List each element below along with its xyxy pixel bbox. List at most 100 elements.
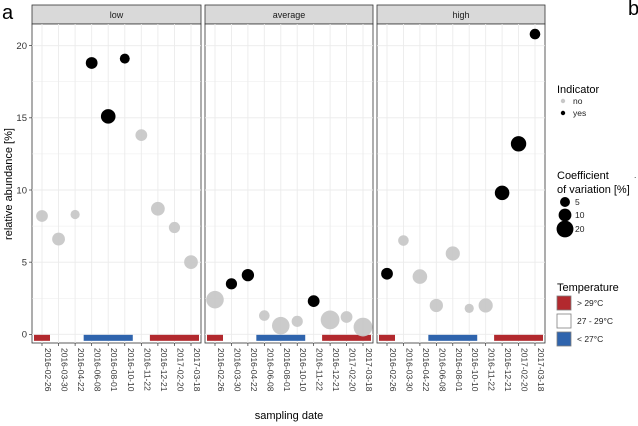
facet-panel-low xyxy=(31,23,202,344)
data-point-average-2017-03-18 xyxy=(353,317,373,337)
x-tick-label-average-2016-08-01: 2016-08-01 xyxy=(282,348,292,392)
temperature-bar-hot xyxy=(494,334,543,341)
x-tick-label-low-2017-02-20: 2017-02-20 xyxy=(175,348,185,392)
legend-temperature-swatch-hot xyxy=(556,295,572,311)
gridlines-low xyxy=(32,24,201,343)
x-tick-label-average-2016-11-22: 2016-11-22 xyxy=(315,348,325,391)
legend-indicator-label-yes: yes xyxy=(573,108,586,118)
data-point-high-2016-12-21 xyxy=(494,185,510,201)
x-tick-label-high-2017-02-20: 2017-02-20 xyxy=(520,348,530,392)
plot-area: low 2016-02-26 2016-03-30 2016-04-22 2016-06… xyxy=(16,4,546,392)
legend-temperature-title: Temperature xyxy=(557,282,619,294)
facet-panel-average xyxy=(204,23,374,344)
data-point-average-2016-02-26 xyxy=(206,290,224,309)
gridlines-average xyxy=(205,24,373,343)
facet-panel-high xyxy=(376,23,546,344)
data-point-average-2016-03-30 xyxy=(225,278,238,290)
x-tick-label-high-2016-12-21: 2016-12-21 xyxy=(503,348,513,392)
data-point-high-2016-06-08 xyxy=(429,298,443,313)
facet-label-high: high xyxy=(452,10,469,20)
facet-label-low: low xyxy=(110,10,124,20)
x-tick-label-low-2016-10-10: 2016-10-10 xyxy=(126,348,136,392)
data-point-low-2017-03-18 xyxy=(184,255,198,270)
data-point-low-2016-08-01 xyxy=(100,109,116,124)
legend-cv-swatch-5 xyxy=(560,197,570,207)
data-point-average-2016-12-21 xyxy=(320,310,340,330)
data-point-average-2016-10-10 xyxy=(291,315,303,327)
x-tick-label-high-2016-08-01: 2016-08-01 xyxy=(454,348,464,392)
x-tick-label-average-2017-02-20: 2017-02-20 xyxy=(348,348,358,392)
next-panel-fragment: . xyxy=(634,170,636,180)
data-point-average-2016-06-08 xyxy=(259,310,270,321)
y-tick-label-0: 0 xyxy=(22,330,27,341)
legend-cv-label-10: 10 xyxy=(575,210,585,220)
legend-cv-swatch-10 xyxy=(558,208,572,222)
temperature-bar-hot xyxy=(149,334,199,341)
x-tick-label-high-2016-03-30: 2016-03-30 xyxy=(404,348,414,392)
x-tick-label-low-2016-04-22: 2016-04-22 xyxy=(76,348,86,392)
legend-cv-label-20: 20 xyxy=(575,224,585,234)
legend-temperature-swatch-cool xyxy=(556,331,572,347)
data-point-average-2016-08-01 xyxy=(272,316,290,335)
temperature-bar-cool xyxy=(83,334,133,341)
panel-tag-b: b xyxy=(628,0,638,20)
x-tick-label-average-2016-02-26: 2016-02-26 xyxy=(216,348,226,392)
temperature-bar-cool xyxy=(256,334,306,341)
x-tick-label-low-2016-12-21: 2016-12-21 xyxy=(159,348,169,392)
data-point-high-2016-10-10 xyxy=(464,303,474,313)
legend-temperature-swatch-mild xyxy=(556,313,572,329)
y-axis-title: relative abundance [%] xyxy=(3,128,15,240)
data-point-high-2016-04-22 xyxy=(412,269,428,284)
legend-indicator-label-no: no xyxy=(573,96,583,106)
x-tick-label-low-2016-11-22: 2016-11-22 xyxy=(142,348,152,391)
x-tick-label-high-2016-04-22: 2016-04-22 xyxy=(421,348,431,392)
data-point-low-2016-03-30 xyxy=(52,232,65,246)
data-point-low-2016-04-22 xyxy=(70,209,80,220)
x-tick-label-average-2016-10-10: 2016-10-10 xyxy=(298,348,308,392)
x-tick-label-high-2017-03-18: 2017-03-18 xyxy=(536,348,546,392)
data-point-average-2016-11-22 xyxy=(307,295,320,308)
x-tick-label-low-2016-02-26: 2016-02-26 xyxy=(43,348,53,392)
y-tick-label-10: 10 xyxy=(16,185,27,196)
facet-label-average: average xyxy=(273,10,306,20)
data-point-high-2016-03-30 xyxy=(398,235,409,246)
data-point-high-2016-11-22 xyxy=(478,298,493,313)
x-tick-label-low-2017-03-18: 2017-03-18 xyxy=(192,348,202,392)
x-tick-label-low-2016-08-01: 2016-08-01 xyxy=(109,348,119,392)
data-point-high-2016-02-26 xyxy=(381,267,393,280)
data-point-low-2017-02-20 xyxy=(168,221,181,234)
x-tick-label-average-2016-03-30: 2016-03-30 xyxy=(232,348,242,392)
temperature-bar-hot xyxy=(207,334,223,341)
x-tick-label-low-2016-03-30: 2016-03-30 xyxy=(60,348,70,392)
panel-tag-a: a xyxy=(2,2,14,24)
data-point-low-2016-06-08 xyxy=(85,57,98,69)
legend-cv-title-line1: Coefficient xyxy=(557,170,609,182)
data-point-low-2016-10-10 xyxy=(119,53,130,64)
y-tick-label-15: 15 xyxy=(16,113,27,124)
temperature-bar-hot xyxy=(379,334,395,341)
temperature-bar-cool xyxy=(428,334,478,341)
x-tick-label-average-2016-04-22: 2016-04-22 xyxy=(249,348,259,392)
data-point-high-2016-08-01 xyxy=(445,246,460,261)
legend-cv-swatch-20 xyxy=(556,220,574,238)
legend-temperature-label-cool: < 27°C xyxy=(577,334,603,344)
x-tick-label-average-2016-12-21: 2016-12-21 xyxy=(331,348,341,392)
x-tick-label-average-2016-06-08: 2016-06-08 xyxy=(265,348,275,392)
legend-cv-label-5: 5 xyxy=(575,197,580,207)
data-point-high-2017-02-20 xyxy=(510,136,527,152)
y-tick-label-20: 20 xyxy=(16,41,27,52)
legend-temperature-label-hot: > 29°C xyxy=(577,298,603,308)
x-tick-label-low-2016-06-08: 2016-06-08 xyxy=(93,348,103,392)
data-point-low-2016-12-21 xyxy=(151,201,165,216)
legend-indicator-swatch-no xyxy=(560,98,566,104)
data-point-average-2017-02-20 xyxy=(340,311,353,323)
data-point-low-2016-11-22 xyxy=(135,129,148,142)
temperature-bar-hot xyxy=(322,334,371,341)
temperature-bar-hot xyxy=(34,334,50,341)
legend-temperature-label-mild: 27 - 29°C xyxy=(577,316,613,326)
x-tick-label-high-2016-06-08: 2016-06-08 xyxy=(437,348,447,392)
x-tick-label-high-2016-02-26: 2016-02-26 xyxy=(388,348,398,392)
x-axis-title: sampling date xyxy=(255,410,324,422)
